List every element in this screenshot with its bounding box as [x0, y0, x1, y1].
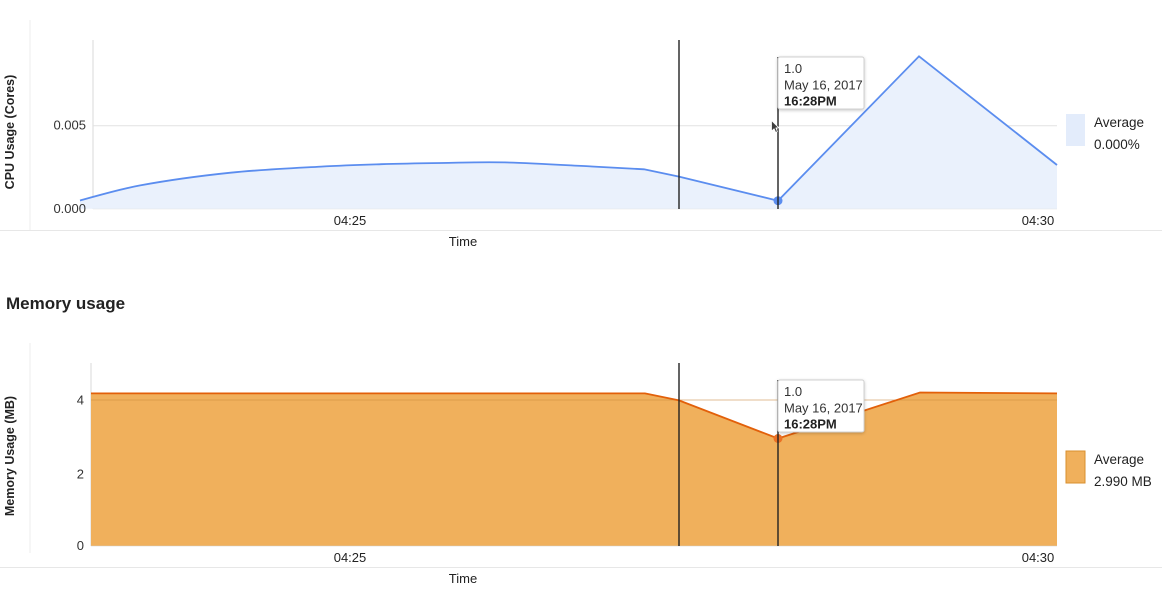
svg-text:Average: Average: [1094, 115, 1144, 130]
svg-text:4: 4: [77, 393, 84, 408]
svg-text:Memory Usage (MB): Memory Usage (MB): [3, 396, 17, 516]
svg-text:CPU Usage (Cores): CPU Usage (Cores): [3, 75, 17, 190]
svg-text:1.0: 1.0: [784, 384, 802, 399]
svg-text:04:25: 04:25: [334, 550, 367, 565]
svg-text:04:25: 04:25: [334, 213, 367, 228]
svg-text:04:30: 04:30: [1022, 213, 1055, 228]
svg-text:Time: Time: [449, 571, 477, 586]
svg-text:0.005: 0.005: [53, 118, 86, 133]
svg-text:1.0: 1.0: [784, 61, 802, 76]
svg-text:Time: Time: [449, 234, 477, 249]
svg-text:2.990 MB: 2.990 MB: [1094, 474, 1152, 489]
svg-text:0: 0: [77, 538, 84, 553]
svg-text:16:28PM: 16:28PM: [784, 417, 837, 432]
svg-text:May 16, 2017: May 16, 2017: [784, 78, 863, 93]
svg-text:16:28PM: 16:28PM: [784, 94, 837, 109]
svg-text:04:30: 04:30: [1022, 550, 1055, 565]
svg-text:0.000%: 0.000%: [1094, 137, 1140, 152]
svg-text:May 16, 2017: May 16, 2017: [784, 401, 863, 416]
svg-text:Average: Average: [1094, 452, 1144, 467]
svg-text:0.000: 0.000: [53, 201, 86, 216]
svg-text:2: 2: [77, 467, 84, 482]
